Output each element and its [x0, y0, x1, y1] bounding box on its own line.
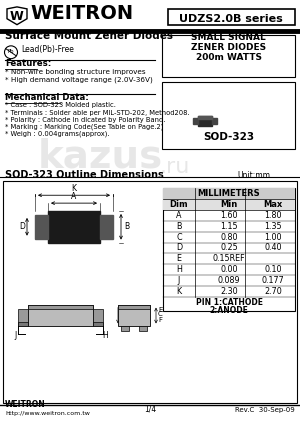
Text: 0.25: 0.25 [220, 244, 238, 252]
Text: 1.15: 1.15 [220, 222, 238, 231]
Bar [162, 34, 295, 77]
Text: SMALL SIGNAL: SMALL SIGNAL [191, 34, 266, 43]
Bar [163, 188, 295, 311]
Text: * Weigh : 0.004grams(approx).: * Weigh : 0.004grams(approx). [5, 130, 109, 137]
Text: PIN 1:CATHODE: PIN 1:CATHODE [196, 298, 262, 307]
Text: 1.60: 1.60 [220, 211, 238, 220]
Text: Min: Min [220, 200, 238, 209]
Text: 1/4: 1/4 [144, 404, 156, 413]
Text: Surface Mount Zener Diodes: Surface Mount Zener Diodes [5, 31, 173, 41]
Text: 0.10: 0.10 [264, 265, 282, 274]
Text: H: H [102, 331, 108, 340]
Text: * Polarity : Cathode In dicated by Polarity Band.: * Polarity : Cathode In dicated by Polar… [5, 117, 165, 123]
Text: E: E [176, 254, 181, 264]
Bar [118, 305, 150, 309]
Text: C: C [158, 311, 163, 317]
Text: UDZS2.0B series: UDZS2.0B series [179, 14, 283, 24]
Text: Pb: Pb [8, 49, 14, 54]
Text: D: D [176, 244, 182, 252]
Bar [193, 118, 198, 124]
Text: F: F [120, 317, 124, 323]
Text: 0.80: 0.80 [220, 232, 238, 242]
Text: WEITRON: WEITRON [5, 400, 46, 409]
Text: * High demand voltage range (2.0V-36V): * High demand voltage range (2.0V-36V) [5, 76, 153, 83]
Text: SOD-323: SOD-323 [203, 132, 254, 142]
Text: C: C [176, 232, 182, 242]
Bar [93, 309, 103, 326]
Text: E: E [158, 307, 162, 313]
Text: http://www.weitron.com.tw: http://www.weitron.com.tw [5, 411, 90, 416]
Bar [18, 323, 28, 326]
Bar [198, 116, 212, 126]
Text: 2:ANODE: 2:ANODE [210, 306, 248, 314]
Bar [121, 326, 129, 332]
Text: Mechanical Data:: Mechanical Data: [5, 93, 89, 102]
Text: 2: 2 [104, 206, 108, 212]
Text: 0.177: 0.177 [262, 276, 284, 285]
Bar [3, 181, 297, 403]
Text: F: F [158, 317, 162, 323]
Text: 0.40: 0.40 [264, 244, 282, 252]
Text: K: K [176, 287, 181, 296]
Bar [212, 118, 217, 124]
Text: 1.80: 1.80 [264, 211, 282, 220]
Bar [162, 82, 295, 149]
Text: E: E [120, 308, 124, 314]
Text: * Marking : Marking Code(See Table on Page.2): * Marking : Marking Code(See Table on Pa… [5, 123, 164, 130]
Text: 200m WATTS: 200m WATTS [196, 53, 262, 62]
Text: B: B [176, 222, 182, 231]
Text: W: W [10, 10, 24, 23]
Text: .ru: .ru [160, 157, 190, 177]
Text: A: A [176, 211, 182, 220]
Bar [93, 323, 103, 326]
Bar [48, 211, 100, 243]
Text: * Terminals : Solder able per MIL-STD-202, Method208.: * Terminals : Solder able per MIL-STD-20… [5, 110, 190, 116]
Text: Features:: Features: [5, 59, 51, 68]
Text: MILLIMETERS: MILLIMETERS [198, 189, 260, 198]
Bar [28, 305, 93, 326]
Text: Max: Max [263, 200, 283, 209]
Text: J: J [178, 276, 180, 285]
Text: kazus: kazus [38, 138, 163, 176]
Text: Lead(Pb)-Free: Lead(Pb)-Free [21, 45, 74, 54]
Text: SOD-323 Outline Dimensions: SOD-323 Outline Dimensions [5, 170, 164, 181]
Bar [118, 305, 150, 326]
Bar [163, 199, 295, 210]
Text: D: D [19, 222, 25, 231]
Text: 1.00: 1.00 [264, 232, 282, 242]
Bar [198, 116, 212, 119]
Bar [139, 326, 147, 332]
Text: Dim: Dim [170, 200, 188, 209]
Bar [35, 215, 48, 238]
Bar [28, 305, 93, 309]
Text: 2.30: 2.30 [220, 287, 238, 296]
Text: 2.70: 2.70 [264, 287, 282, 296]
Text: 1.35: 1.35 [264, 222, 282, 231]
Text: WEITRON: WEITRON [30, 4, 133, 23]
Text: B: B [124, 222, 129, 231]
Circle shape [4, 46, 17, 59]
Text: K: K [71, 184, 76, 193]
Text: 0.089: 0.089 [218, 276, 240, 285]
Text: ZENER DIODES: ZENER DIODES [191, 43, 266, 52]
Text: C: C [120, 311, 125, 317]
Text: 0.00: 0.00 [220, 265, 238, 274]
Bar [18, 309, 28, 326]
Text: 1: 1 [39, 206, 43, 212]
Text: * Non-wire bonding structure improves: * Non-wire bonding structure improves [5, 69, 145, 75]
Text: J: J [15, 331, 17, 340]
Text: * Case : SOD-323 Molded plastic.: * Case : SOD-323 Molded plastic. [5, 102, 116, 108]
Bar [163, 188, 295, 199]
Text: H: H [176, 265, 182, 274]
Bar [100, 215, 113, 238]
Text: Rev.C  30-Sep-09: Rev.C 30-Sep-09 [235, 407, 295, 413]
Text: A: A [71, 192, 76, 201]
Text: Unit:mm: Unit:mm [237, 171, 270, 181]
Bar [168, 9, 295, 25]
Text: 0.15REF: 0.15REF [213, 254, 245, 264]
